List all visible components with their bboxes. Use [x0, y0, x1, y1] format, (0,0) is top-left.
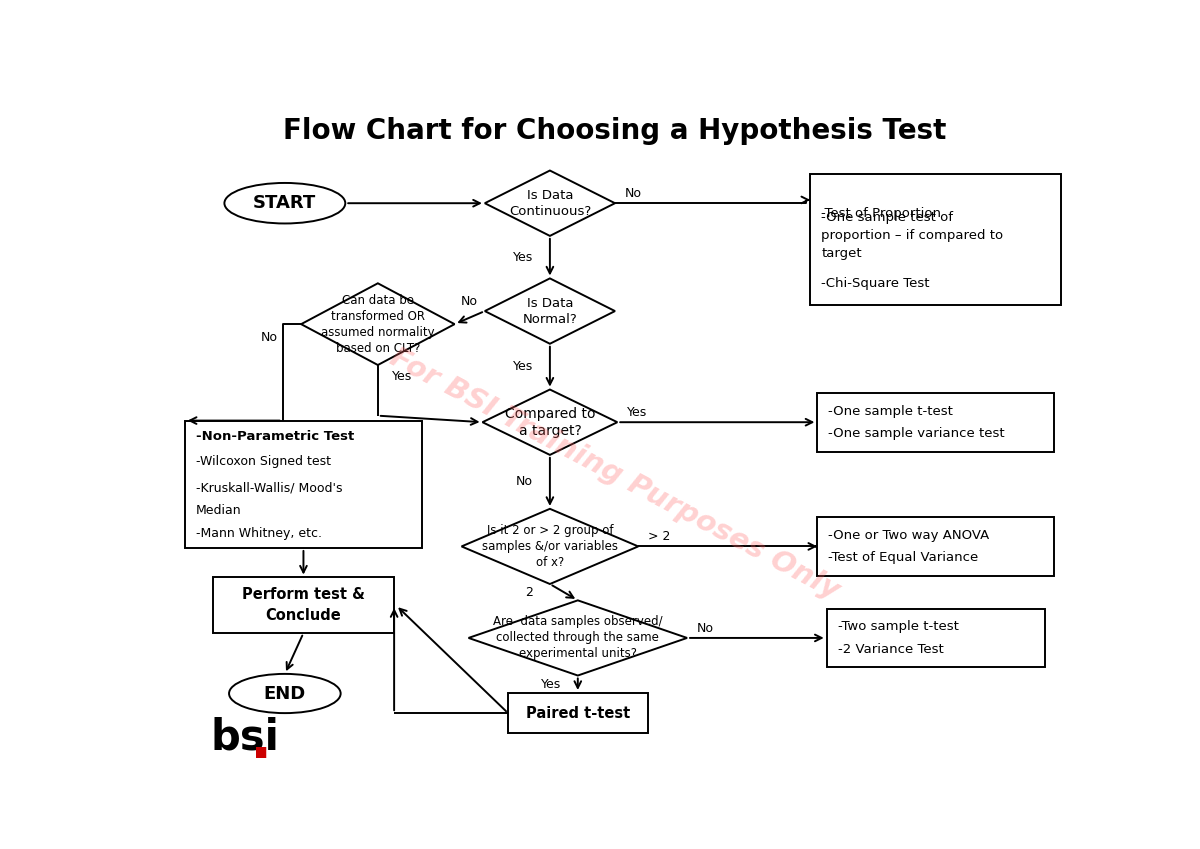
FancyBboxPatch shape — [810, 174, 1062, 305]
Text: Perform test &
Conclude: Perform test & Conclude — [242, 588, 365, 623]
Text: 2: 2 — [526, 586, 533, 599]
FancyBboxPatch shape — [508, 693, 648, 734]
Text: -One sample test of
proportion – if compared to
target: -One sample test of proportion – if comp… — [822, 211, 1003, 261]
Text: -Test of Proportion: -Test of Proportion — [822, 206, 942, 220]
FancyBboxPatch shape — [212, 577, 394, 633]
Text: -Test of Equal Variance: -Test of Equal Variance — [828, 551, 979, 564]
Ellipse shape — [229, 674, 341, 713]
Text: bsi: bsi — [210, 717, 280, 758]
Text: No: No — [260, 331, 278, 344]
Text: Is Data
Continuous?: Is Data Continuous? — [509, 188, 592, 217]
Text: Are  data samples observed/
collected through the same
experimental units?: Are data samples observed/ collected thr… — [493, 616, 662, 661]
Polygon shape — [485, 171, 616, 236]
Text: Median: Median — [196, 504, 241, 517]
Text: END: END — [264, 684, 306, 702]
Polygon shape — [462, 509, 638, 584]
Text: -One or Two way ANOVA: -One or Two way ANOVA — [828, 529, 990, 542]
Text: Yes: Yes — [512, 360, 533, 374]
Text: -Wilcoxon Signed test: -Wilcoxon Signed test — [196, 455, 331, 468]
Text: .: . — [251, 712, 272, 770]
Polygon shape — [485, 278, 616, 344]
Text: No: No — [696, 621, 713, 635]
Text: > 2: > 2 — [648, 530, 670, 543]
Text: Yes: Yes — [512, 250, 533, 264]
Polygon shape — [482, 390, 617, 455]
Polygon shape — [468, 600, 688, 676]
Text: -Mann Whitney, etc.: -Mann Whitney, etc. — [196, 527, 322, 540]
Text: Can data be
transformed OR
assumed normality
based on CLT?: Can data be transformed OR assumed norma… — [322, 294, 434, 355]
Text: Yes: Yes — [391, 370, 412, 383]
Text: -2 Variance Test: -2 Variance Test — [838, 643, 943, 655]
Text: -One sample t-test: -One sample t-test — [828, 405, 953, 418]
Text: -Non-Parametric Test: -Non-Parametric Test — [196, 430, 354, 443]
Text: No: No — [461, 295, 478, 308]
Text: Is it 2 or > 2 group of
samples &/or variables
of x?: Is it 2 or > 2 group of samples &/or var… — [482, 524, 618, 569]
FancyBboxPatch shape — [817, 393, 1055, 452]
Text: No: No — [516, 475, 533, 488]
FancyBboxPatch shape — [185, 420, 422, 548]
Text: START: START — [253, 194, 317, 212]
Text: Compared to
a target?: Compared to a target? — [505, 407, 595, 438]
Text: Paired t-test: Paired t-test — [526, 706, 630, 721]
Text: Flow Chart for Choosing a Hypothesis Test: Flow Chart for Choosing a Hypothesis Tes… — [283, 117, 947, 145]
Text: -Two sample t-test: -Two sample t-test — [838, 621, 959, 633]
Text: No: No — [624, 187, 641, 200]
Text: -Kruskall-Wallis/ Mood's: -Kruskall-Wallis/ Mood's — [196, 481, 342, 494]
FancyBboxPatch shape — [827, 609, 1045, 667]
Polygon shape — [301, 284, 455, 365]
FancyBboxPatch shape — [817, 517, 1055, 576]
Text: Is Data
Normal?: Is Data Normal? — [522, 296, 577, 325]
Ellipse shape — [224, 183, 346, 223]
Text: For BSI Training Purposes Only: For BSI Training Purposes Only — [385, 344, 845, 605]
Text: -Chi-Square Test: -Chi-Square Test — [822, 277, 930, 290]
Text: -One sample variance test: -One sample variance test — [828, 427, 1006, 440]
Text: Yes: Yes — [541, 678, 562, 691]
Text: Yes: Yes — [626, 406, 647, 419]
